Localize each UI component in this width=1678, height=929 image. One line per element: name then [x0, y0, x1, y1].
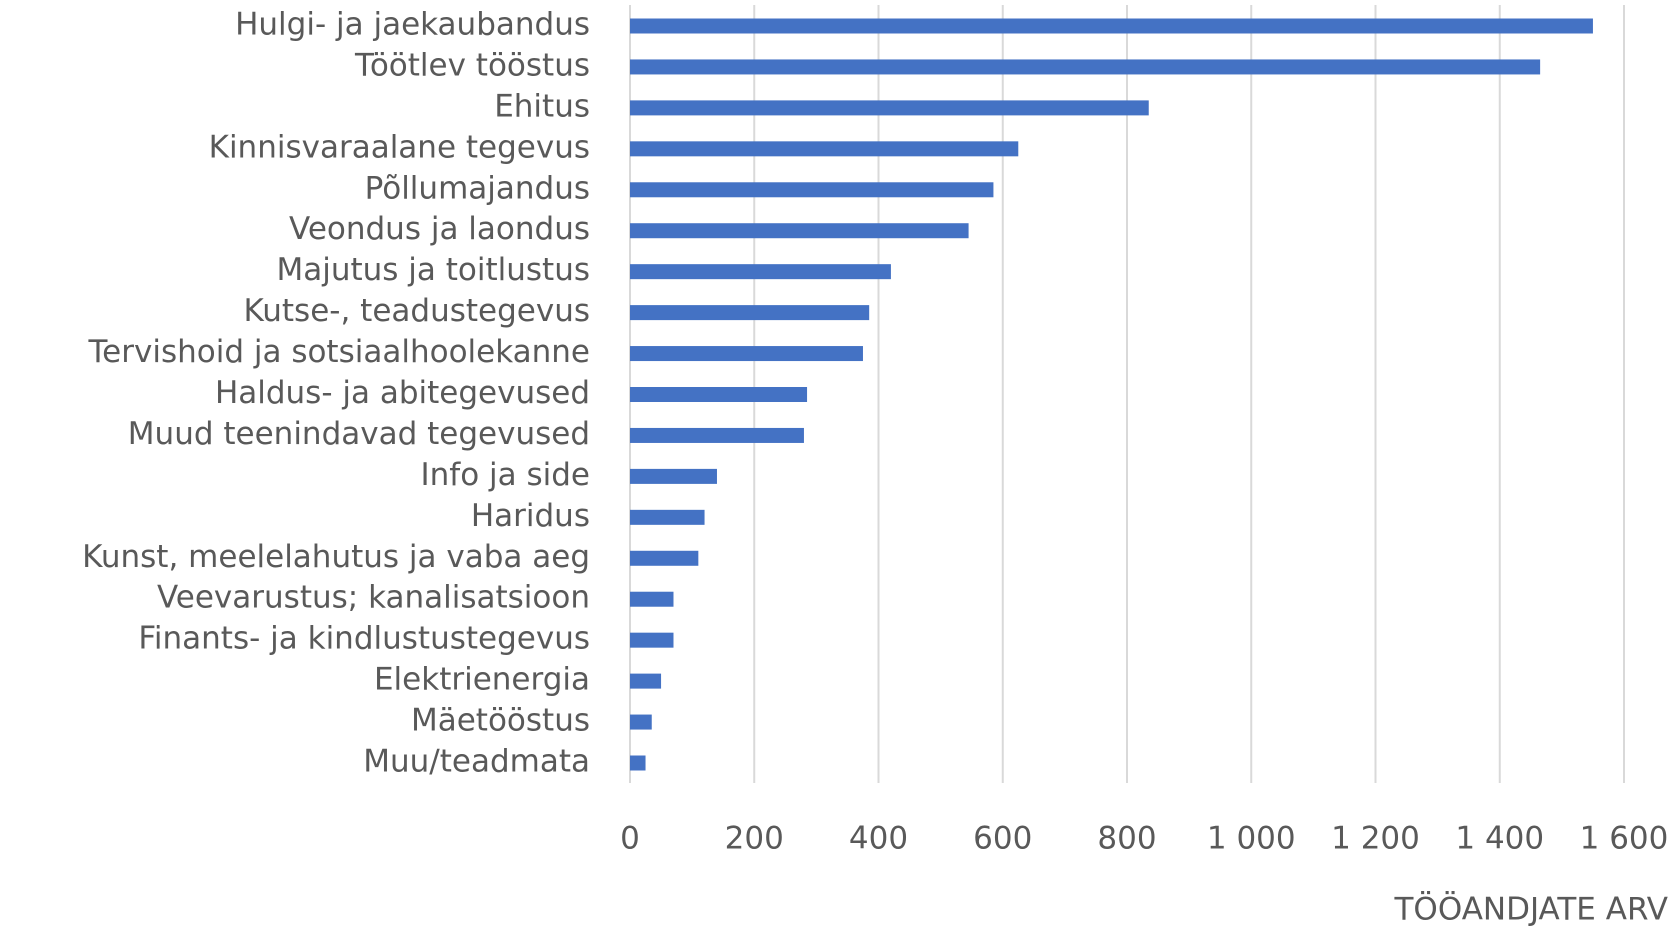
x-tick-label: 400 — [849, 821, 908, 857]
y-tick-label: Mäetööstus — [411, 703, 590, 739]
x-tick-label: 1 400 — [1455, 821, 1544, 857]
x-tick-label: 0 — [620, 821, 640, 857]
y-tick-label: Muud teenindavad tegevused — [128, 416, 590, 452]
y-tick-label: Elektrienergia — [374, 662, 590, 698]
y-tick-label: Tervishoid ja sotsiaalhoolekanne — [88, 334, 591, 370]
y-tick-label: Muu/teadmata — [363, 744, 590, 780]
bar — [630, 182, 994, 198]
x-tick-label: 1 600 — [1580, 821, 1669, 857]
y-tick-label: Finants- ja kindlustustegevus — [138, 621, 590, 657]
y-tick-label: Majutus ja toitlustus — [276, 252, 590, 288]
bar — [630, 387, 808, 402]
x-axis-title: TÖÖANDJATE ARV — [1394, 891, 1669, 928]
bar — [630, 141, 1019, 157]
y-tick-label: Põllumajandus — [365, 170, 590, 206]
bar — [630, 18, 1593, 34]
x-tick-label: 1 000 — [1207, 821, 1296, 857]
x-tick-label: 800 — [1097, 821, 1156, 857]
x-tick-label: 600 — [973, 821, 1032, 857]
y-tick-label: Ehitus — [494, 88, 590, 124]
bar — [630, 550, 699, 566]
bar — [630, 509, 705, 525]
bar — [630, 755, 646, 771]
y-tick-label: Töötlev tööstus — [354, 47, 590, 83]
bar — [630, 714, 652, 730]
y-tick-label: Haldus- ja abitegevused — [215, 375, 590, 411]
y-tick-label: Kutse-, teadustegevus — [243, 293, 590, 329]
x-tick-label: 200 — [725, 821, 784, 857]
y-tick-label: Hulgi- ja jaekaubandus — [235, 7, 590, 43]
bar — [630, 632, 674, 648]
bar — [630, 591, 674, 607]
bar — [630, 468, 717, 484]
y-tick-label: Veondus ja laondus — [289, 211, 590, 247]
bar — [630, 59, 1541, 75]
bar — [630, 305, 870, 321]
bar — [630, 346, 863, 362]
y-tick-label: Veevarustus; kanalisatsioon — [157, 580, 590, 616]
bar — [630, 673, 662, 689]
y-tick-label: Kinnisvaraalane tegevus — [209, 129, 590, 165]
y-tick-label: Haridus — [471, 498, 590, 534]
bar — [630, 427, 804, 443]
bar — [630, 100, 1149, 116]
x-tick-label: 1 200 — [1331, 821, 1420, 857]
y-tick-label: Info ja side — [420, 457, 590, 493]
y-tick-label: Kunst, meelelahutus ja vaba aeg — [82, 539, 590, 575]
bar — [630, 223, 969, 239]
bar — [630, 264, 891, 280]
